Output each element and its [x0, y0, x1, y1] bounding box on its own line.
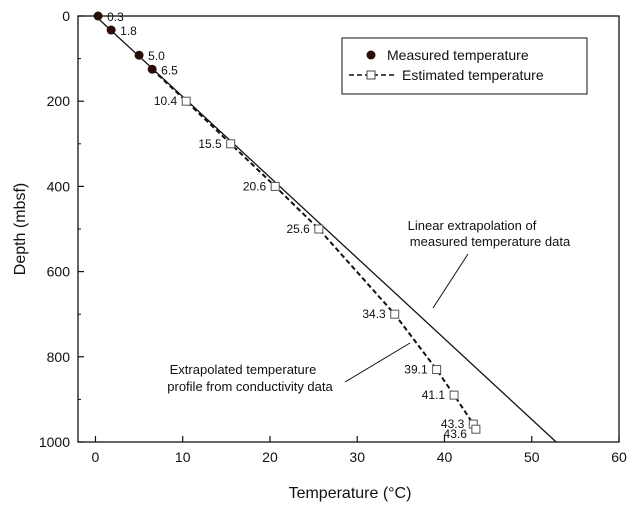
- annotation-linear-line1: Linear extrapolation of: [408, 218, 537, 233]
- legend-measured-label: Measured temperature: [387, 47, 529, 63]
- measured-temperature-label: 5.0: [148, 49, 165, 63]
- measured-temperature-label: 0.3: [107, 10, 124, 24]
- legend-estimated-label: Estimated temperature: [402, 67, 544, 83]
- legend-box: [341, 37, 588, 95]
- y-axis-title: Depth (mbsf): [12, 183, 29, 275]
- measured-temperature-label: 1.8: [120, 24, 137, 38]
- estimated-temperature-label: 43.3: [441, 417, 465, 431]
- estimated-temperature-label: 43.6: [444, 427, 468, 441]
- x-tick-label: 40: [437, 449, 453, 465]
- estimated-temperature-label: 34.3: [362, 307, 386, 321]
- x-tick-label: 60: [611, 449, 627, 465]
- annotation-linear-extrapolation: Linear extrapolation of measured tempera…: [408, 218, 571, 309]
- estimated-temperature-point: [270, 181, 280, 191]
- measured-temperature-point: [134, 50, 144, 60]
- y-tick-label: 400: [47, 178, 71, 194]
- estimated-temperature-label: 10.4: [154, 94, 178, 108]
- estimated-temperature-point: [449, 390, 459, 400]
- estimated-temperature-label: 25.6: [286, 222, 310, 236]
- estimated-temperature-point: [226, 139, 236, 149]
- annotation-linear-leader: [432, 253, 469, 309]
- y-tick-label: 0: [62, 8, 70, 24]
- measured-temperature-point: [147, 64, 157, 74]
- annotation-linear-line2: measured temperature data: [410, 234, 571, 249]
- legend-estimated-marker: [366, 70, 376, 80]
- series-layer: 10.4 15.5 20.6 25.6 34.3 39.1 41.1 43.343.6 0.31…: [93, 10, 481, 441]
- x-tick-label: 10: [175, 449, 191, 465]
- x-axis: 0 10 20 30 40 50 60: [92, 436, 627, 465]
- y-tick-label: 600: [47, 264, 71, 280]
- x-tick-label: 20: [262, 449, 278, 465]
- estimated-temperature-label: 20.6: [243, 179, 267, 193]
- y-tick-label: 200: [47, 93, 71, 109]
- legend-measured-marker: [366, 50, 376, 60]
- measured-temperature-point: [93, 11, 103, 21]
- measured-temperature-label: 6.5: [161, 63, 178, 77]
- estimated-temperature-point: [314, 224, 324, 234]
- annotation-conductivity-line2: profile from conductivity data: [167, 379, 333, 394]
- x-tick-label: 50: [524, 449, 540, 465]
- estimated-temperature-point: [390, 309, 400, 319]
- x-axis-title: Temperature (°C): [289, 485, 412, 502]
- x-tick-label: 0: [92, 449, 100, 465]
- estimated-temperature-label: 39.1: [404, 363, 428, 377]
- estimated-temperature-point: [432, 365, 442, 375]
- legend: Measured temperature Estimated temperatu…: [341, 37, 588, 95]
- estimated-temperature-point: [471, 424, 481, 434]
- y-axis: 0 200 400 600 800 1000: [39, 8, 84, 450]
- y-tick-label: 1000: [39, 434, 70, 450]
- measured-temperature-point: [106, 25, 116, 35]
- estimated-temperature-label: 41.1: [422, 388, 446, 402]
- estimated-temperature-label: 15.5: [198, 137, 222, 151]
- estimated-temperature-point: [181, 96, 191, 106]
- annotation-conductivity-profile: Extrapolated temperature profile from co…: [167, 342, 411, 394]
- x-tick-label: 30: [349, 449, 365, 465]
- annotation-conductivity-leader: [344, 342, 411, 383]
- y-tick-label: 800: [47, 349, 71, 365]
- annotation-conductivity-line1: Extrapolated temperature: [170, 362, 317, 377]
